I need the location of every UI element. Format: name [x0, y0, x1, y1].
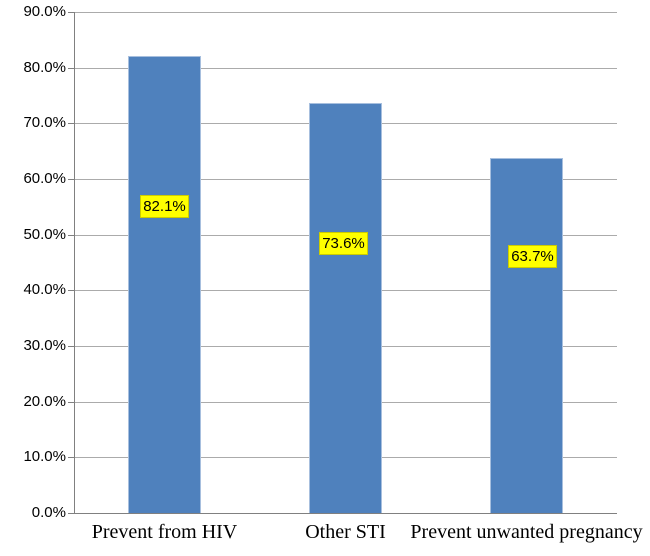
- y-axis-tick-label: 40.0%: [23, 281, 66, 299]
- x-axis-category-label: Prevent from HIV: [91, 521, 238, 543]
- y-axis-tick: [68, 234, 74, 236]
- y-axis-tick: [68, 346, 74, 347]
- gridline: [74, 67, 617, 69]
- data-label: 73.6%: [319, 232, 368, 256]
- y-axis-tick-label: 20.0%: [23, 392, 66, 410]
- y-axis-tick-label: 0.0%: [31, 504, 66, 521]
- x-axis-category-label: Prevent unwanted pregnancy: [410, 521, 643, 543]
- y-axis-tick-label: 90.0%: [23, 3, 66, 20]
- y-axis-tick: [68, 179, 74, 180]
- y-axis-tick-label: 60.0%: [23, 170, 66, 187]
- data-label: 82.1%: [140, 194, 189, 218]
- y-axis-tick-label: 10.0%: [23, 448, 66, 466]
- x-axis-category-label: Other STI: [305, 521, 386, 543]
- y-axis-tick: [68, 457, 74, 459]
- gridline: [74, 12, 617, 13]
- y-axis-line: [74, 12, 75, 513]
- y-axis-tick-label: 70.0%: [23, 114, 66, 132]
- bar: [128, 55, 201, 513]
- y-axis-tick-label: 80.0%: [23, 58, 66, 76]
- data-label: 63.7%: [508, 245, 557, 269]
- y-axis-tick: [68, 67, 74, 69]
- bar: [490, 158, 563, 513]
- y-axis-tick-label: 50.0%: [23, 225, 66, 243]
- y-axis-tick: [68, 513, 74, 514]
- y-axis-tick: [68, 12, 74, 13]
- bar: [309, 103, 382, 513]
- y-axis-tick-label: 30.0%: [23, 337, 66, 354]
- y-axis-tick: [68, 290, 74, 292]
- y-axis-tick: [68, 401, 74, 403]
- y-axis-tick: [68, 123, 74, 125]
- x-axis-line: [74, 513, 617, 514]
